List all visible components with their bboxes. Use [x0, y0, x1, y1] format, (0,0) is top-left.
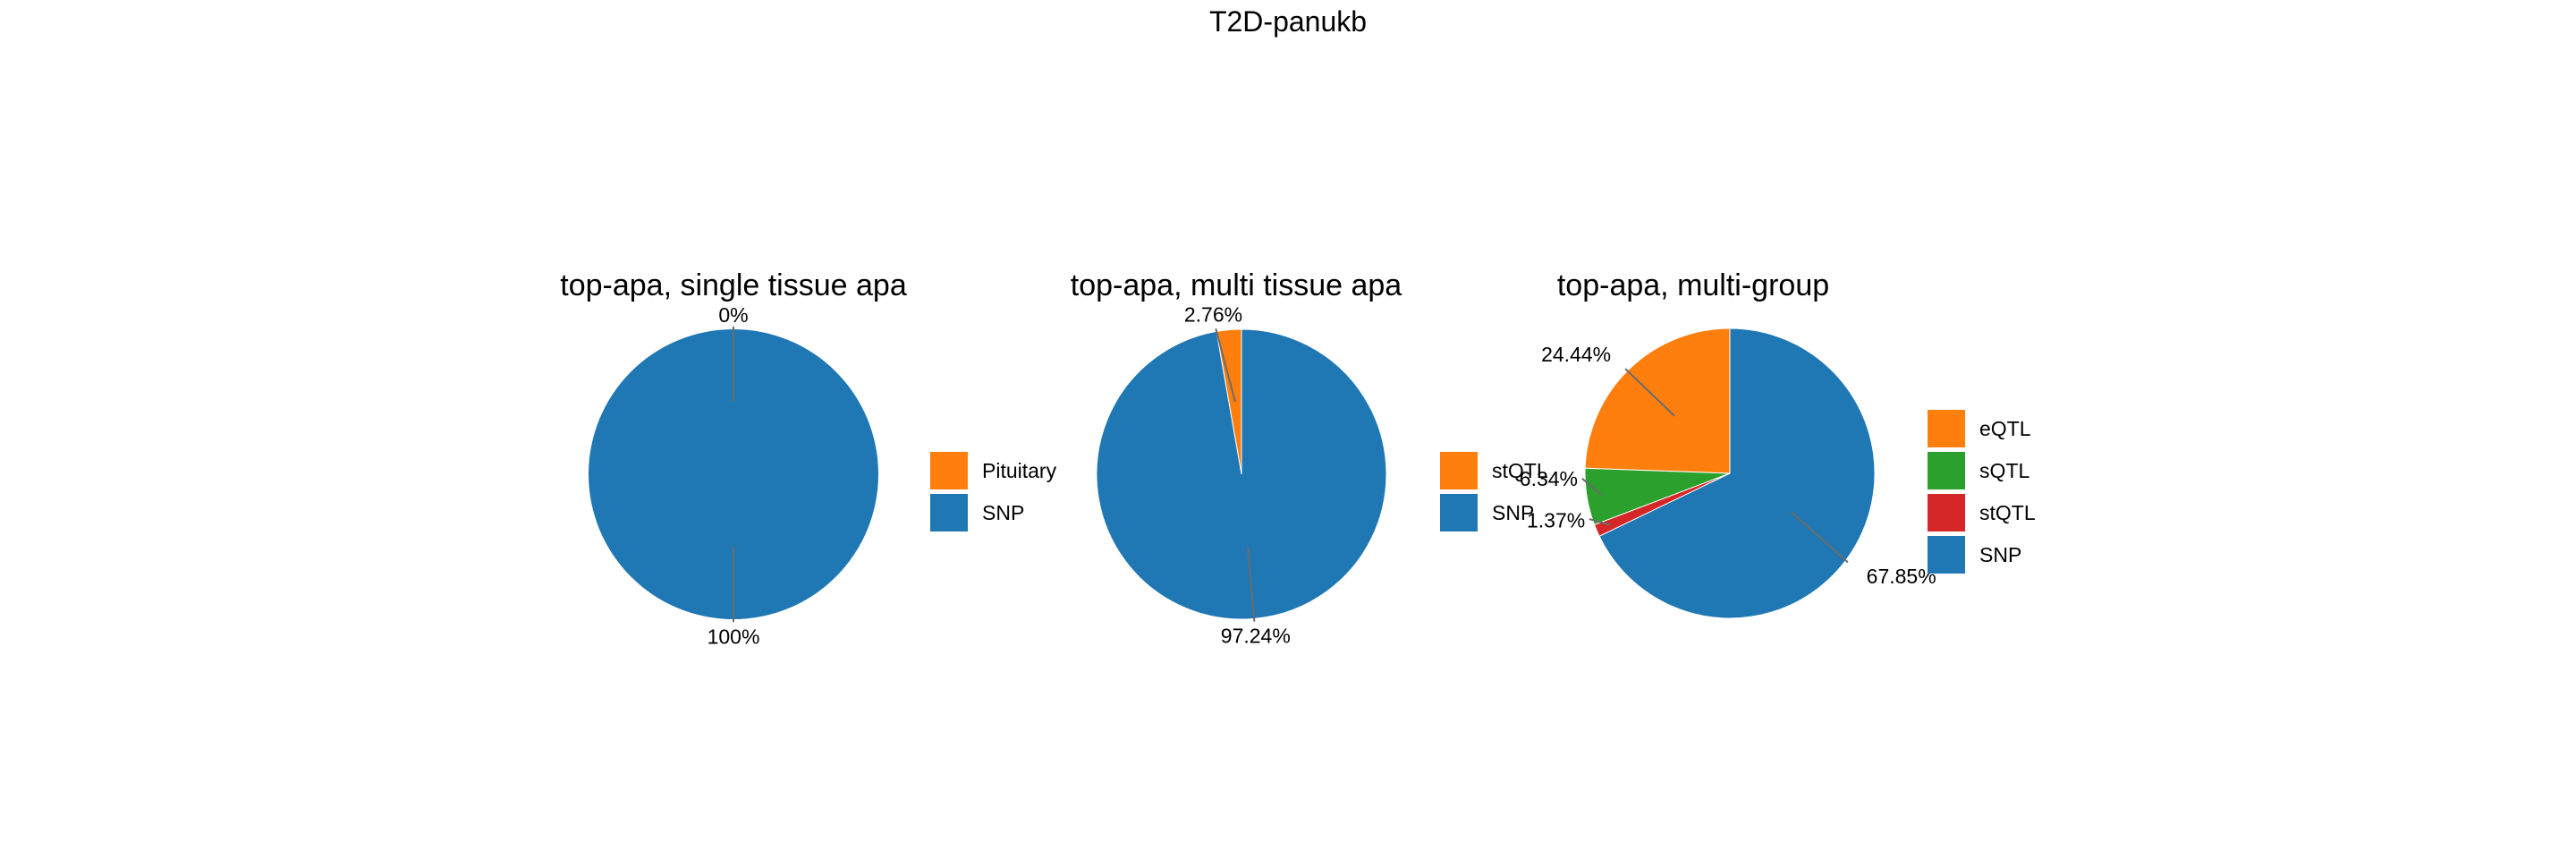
pie-title: top-apa, multi-group	[1557, 268, 1829, 302]
legend-label: stQTL	[1492, 459, 1548, 482]
legend-swatch	[1440, 452, 1478, 489]
pie-slice-snp	[1096, 328, 1387, 620]
legend-swatch	[1928, 494, 1965, 532]
slice-label: 24.44%	[1541, 343, 1611, 366]
legend-swatch	[1928, 410, 1965, 447]
legend-swatch	[1928, 536, 1965, 574]
pie-title: top-apa, single tissue apa	[560, 268, 907, 302]
leader-line	[1624, 368, 1675, 417]
legend-label: SNP	[1979, 543, 2021, 566]
pie-slice-snp	[589, 329, 878, 619]
leader-line	[1247, 546, 1256, 622]
legend-label: SNP	[982, 501, 1024, 524]
leader-line	[1581, 478, 1602, 496]
slice-label: 97.24%	[1221, 625, 1291, 648]
legend-label: Pituitary	[982, 459, 1057, 482]
slice-label: 0%	[718, 303, 748, 327]
pie-slice-snp	[1598, 327, 1876, 619]
legend-swatch	[1440, 494, 1478, 532]
leader-line	[1215, 328, 1236, 403]
slice-label: 67.85%	[1867, 565, 1936, 588]
pie-title: top-apa, multi tissue apa	[1071, 268, 1402, 302]
leader-line	[1589, 518, 1611, 526]
figure-title: T2D-panukb	[1208, 5, 1368, 38]
legend-label: SNP	[1492, 501, 1534, 524]
leader-line	[1790, 511, 1849, 564]
legend-label: sQTL	[1979, 459, 2029, 482]
pie-slice-eqtl	[1584, 327, 1731, 474]
slice-label: 1.37%	[1527, 509, 1585, 532]
legend-label: eQTL	[1979, 417, 2031, 440]
legend-swatch	[1928, 452, 1965, 489]
slice-label: 100%	[708, 625, 760, 648]
slice-label: 2.76%	[1184, 302, 1242, 326]
legend-swatch	[930, 452, 968, 489]
legend-label: stQTL	[1979, 501, 2036, 524]
slice-label: 6.34%	[1520, 467, 1578, 490]
legend-swatch	[930, 494, 968, 532]
